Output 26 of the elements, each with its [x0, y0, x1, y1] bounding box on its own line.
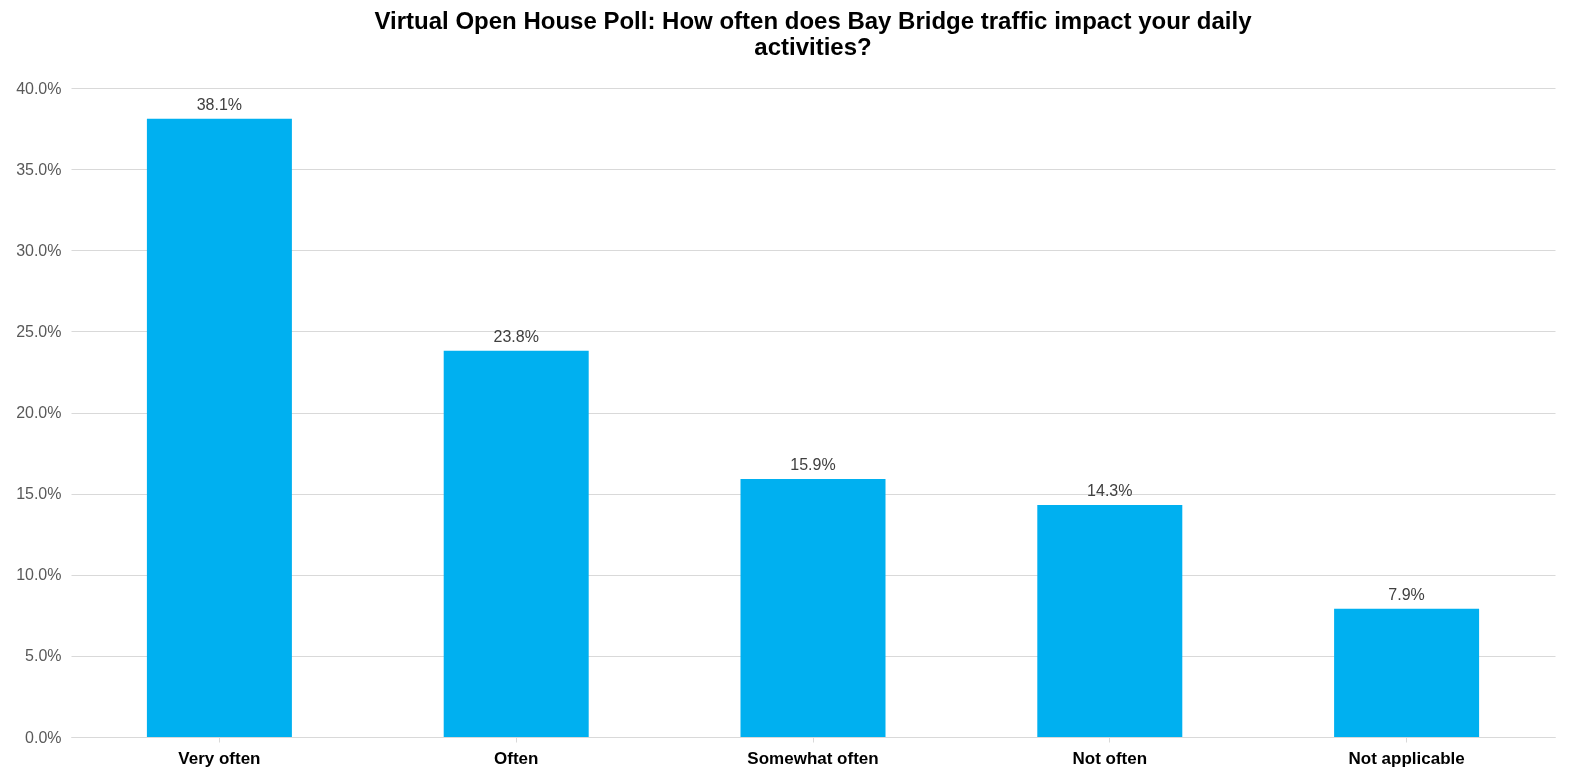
y-tick-label: 0.0% — [25, 728, 62, 746]
y-tick-label: 40.0% — [16, 79, 62, 97]
bar — [740, 479, 886, 737]
x-tick-label: Not applicable — [1348, 748, 1465, 768]
bar — [146, 118, 292, 737]
y-tick-label: 15.0% — [16, 485, 62, 503]
bar — [1334, 608, 1480, 737]
bar — [443, 350, 589, 737]
text: activities? — [754, 33, 872, 60]
text: Virtual Open House Poll: How often does Bay Bridge traffic impact your daily — [374, 7, 1252, 34]
x-tick-label: Often — [494, 748, 539, 768]
data-label: 15.9% — [790, 456, 836, 474]
bar — [1037, 504, 1183, 737]
y-tick-label: 25.0% — [16, 322, 62, 340]
y-tick-label: 30.0% — [16, 241, 62, 259]
data-label: 14.3% — [1087, 481, 1133, 499]
y-tick-label: 5.0% — [25, 647, 62, 665]
y-tick-label: 20.0% — [16, 404, 62, 421]
x-tick-label: Not often — [1072, 748, 1148, 768]
data-label: 7.9% — [1388, 585, 1425, 603]
data-label: 38.1% — [196, 95, 243, 113]
x-tick-label: Very often — [178, 748, 261, 768]
y-tick-label: 35.0% — [16, 160, 62, 178]
data-label: 23.8% — [493, 327, 539, 345]
y-tick-label: 10.0% — [16, 566, 62, 584]
x-tick-label: Somewhat often — [747, 748, 879, 768]
